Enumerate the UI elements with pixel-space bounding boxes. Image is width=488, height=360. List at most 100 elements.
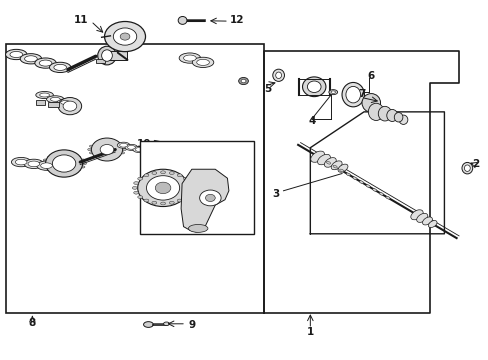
Ellipse shape <box>461 162 472 174</box>
Ellipse shape <box>339 169 343 172</box>
Ellipse shape <box>379 192 383 195</box>
Ellipse shape <box>330 91 335 93</box>
Ellipse shape <box>120 143 127 147</box>
Ellipse shape <box>70 154 74 156</box>
Polygon shape <box>181 169 228 232</box>
Ellipse shape <box>332 165 337 168</box>
Ellipse shape <box>62 171 66 174</box>
Ellipse shape <box>117 142 130 148</box>
Circle shape <box>241 79 245 83</box>
Ellipse shape <box>116 154 120 157</box>
Ellipse shape <box>70 171 74 173</box>
Ellipse shape <box>46 96 64 103</box>
Ellipse shape <box>385 196 389 199</box>
Ellipse shape <box>87 148 91 150</box>
Ellipse shape <box>11 157 31 167</box>
Ellipse shape <box>398 115 407 125</box>
Bar <box>140 140 254 234</box>
Text: 6: 6 <box>367 71 374 81</box>
Ellipse shape <box>81 159 85 161</box>
Ellipse shape <box>37 161 56 170</box>
Ellipse shape <box>121 152 124 154</box>
Ellipse shape <box>177 199 182 202</box>
Ellipse shape <box>366 185 369 188</box>
Ellipse shape <box>378 106 391 121</box>
Ellipse shape <box>89 152 93 154</box>
Ellipse shape <box>138 195 142 198</box>
Ellipse shape <box>307 81 321 93</box>
Circle shape <box>241 205 245 209</box>
Ellipse shape <box>133 191 138 194</box>
Ellipse shape <box>272 69 284 81</box>
Ellipse shape <box>15 159 27 165</box>
Ellipse shape <box>169 201 174 204</box>
Circle shape <box>58 98 81 115</box>
Ellipse shape <box>101 141 104 143</box>
Circle shape <box>138 169 188 207</box>
Text: 12: 12 <box>229 15 244 26</box>
Ellipse shape <box>183 177 188 180</box>
Ellipse shape <box>138 177 142 180</box>
Bar <box>5 44 264 313</box>
Ellipse shape <box>24 159 43 168</box>
Ellipse shape <box>372 189 376 191</box>
Ellipse shape <box>328 90 337 95</box>
Ellipse shape <box>81 166 85 168</box>
Ellipse shape <box>54 64 66 71</box>
Ellipse shape <box>302 77 325 96</box>
Text: 8: 8 <box>29 319 36 328</box>
Text: 4: 4 <box>307 116 315 126</box>
Ellipse shape <box>386 109 397 121</box>
Ellipse shape <box>36 91 53 99</box>
Ellipse shape <box>341 82 364 107</box>
Ellipse shape <box>337 164 347 172</box>
Ellipse shape <box>324 158 336 167</box>
Ellipse shape <box>310 151 324 162</box>
Ellipse shape <box>94 154 98 157</box>
Ellipse shape <box>61 100 70 104</box>
Ellipse shape <box>24 56 37 62</box>
Ellipse shape <box>77 169 81 171</box>
Ellipse shape <box>183 195 188 198</box>
Ellipse shape <box>361 94 380 112</box>
Ellipse shape <box>10 51 22 58</box>
Ellipse shape <box>135 148 143 152</box>
Ellipse shape <box>50 97 60 101</box>
Text: 3: 3 <box>272 189 279 199</box>
Ellipse shape <box>28 161 40 167</box>
Bar <box>36 100 45 105</box>
Ellipse shape <box>41 163 52 168</box>
Ellipse shape <box>187 182 192 185</box>
Ellipse shape <box>143 174 148 177</box>
Ellipse shape <box>177 174 182 177</box>
Ellipse shape <box>169 172 174 175</box>
Circle shape <box>146 176 179 200</box>
Ellipse shape <box>359 181 363 184</box>
Circle shape <box>238 203 248 211</box>
Ellipse shape <box>160 171 165 174</box>
Ellipse shape <box>464 165 469 171</box>
Ellipse shape <box>39 60 52 66</box>
Ellipse shape <box>41 162 45 165</box>
Ellipse shape <box>192 57 213 68</box>
Circle shape <box>91 138 122 161</box>
Ellipse shape <box>89 145 93 147</box>
Text: 10: 10 <box>137 139 151 149</box>
Circle shape <box>63 101 77 111</box>
Ellipse shape <box>352 177 356 180</box>
Ellipse shape <box>152 172 157 175</box>
Ellipse shape <box>43 166 47 168</box>
Bar <box>105 51 127 60</box>
Ellipse shape <box>127 145 135 149</box>
Text: 2: 2 <box>471 159 478 169</box>
Ellipse shape <box>57 99 74 106</box>
Ellipse shape <box>275 72 281 78</box>
Ellipse shape <box>101 156 104 158</box>
Ellipse shape <box>133 182 138 185</box>
Circle shape <box>205 194 215 202</box>
Circle shape <box>100 144 114 154</box>
Bar <box>96 59 104 63</box>
Ellipse shape <box>367 103 383 121</box>
Ellipse shape <box>35 58 56 68</box>
Circle shape <box>52 155 76 172</box>
